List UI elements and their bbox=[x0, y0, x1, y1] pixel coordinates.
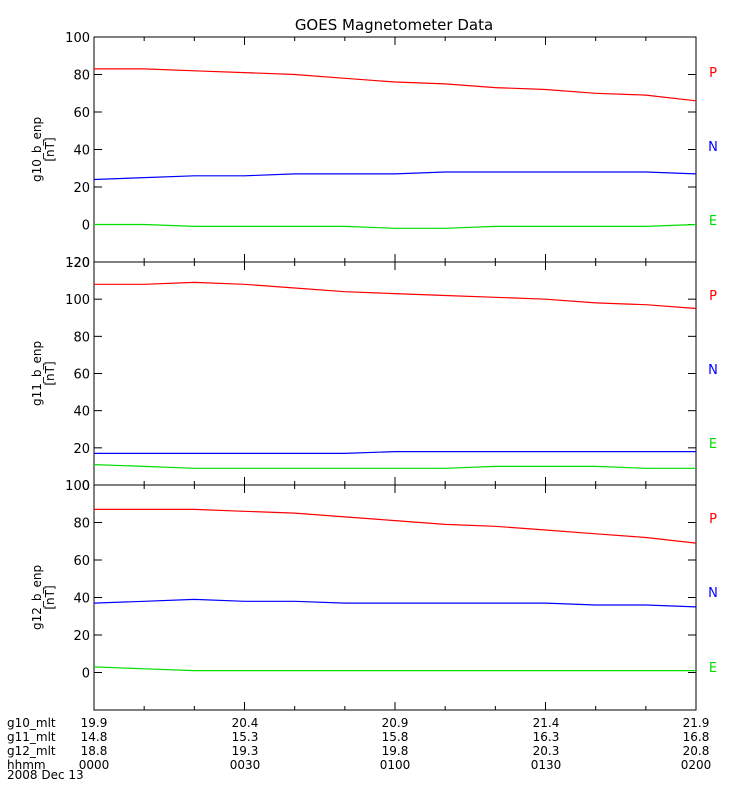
series-line-P bbox=[94, 68, 697, 102]
y-tick-label: 0 bbox=[82, 667, 90, 682]
axis-row-value: 19.3 bbox=[232, 744, 259, 758]
y-tick-label: 20 bbox=[73, 181, 90, 196]
y-tick-label: 40 bbox=[73, 405, 90, 420]
axis-row-value: 0030 bbox=[230, 758, 261, 772]
axis-row-value: 16.3 bbox=[533, 730, 560, 744]
y-tick-label: 20 bbox=[73, 442, 90, 457]
axis-row-value: 21.4 bbox=[533, 716, 560, 730]
series-line-P bbox=[94, 281, 697, 310]
axis-row-value: 18.8 bbox=[81, 744, 108, 758]
axis-row-value: 0000 bbox=[79, 758, 110, 772]
component-label-E: E bbox=[709, 661, 717, 676]
axis-row-value: 0200 bbox=[681, 758, 712, 772]
axis-row-value: 0130 bbox=[531, 758, 562, 772]
axis-row-value: 0100 bbox=[380, 758, 411, 772]
component-label-P: P bbox=[709, 289, 717, 304]
component-label-N: N bbox=[708, 586, 718, 601]
panel-frame bbox=[93, 484, 697, 711]
axis-row-label: g11_mlt bbox=[7, 730, 56, 744]
y-tick-label: 100 bbox=[65, 293, 90, 308]
series-line-E bbox=[94, 223, 697, 229]
y-axis-unit: [nT] bbox=[43, 585, 57, 609]
axis-row-label: g12_mlt bbox=[7, 744, 56, 758]
series-line-N bbox=[94, 451, 696, 454]
axis-row-value: 15.8 bbox=[382, 730, 409, 744]
axis-row-value: 20.3 bbox=[533, 744, 560, 758]
y-tick-label: 80 bbox=[73, 330, 90, 345]
component-label-P: P bbox=[709, 512, 717, 527]
axis-row-value: 20.4 bbox=[232, 716, 259, 730]
series-line-N bbox=[93, 598, 697, 608]
component-label-P: P bbox=[709, 66, 717, 81]
y-tick-label: 0 bbox=[82, 479, 90, 494]
y-axis-label: g11_b_enp bbox=[30, 341, 44, 406]
chart-title: GOES Magnetometer Data bbox=[295, 16, 493, 34]
series-line-E bbox=[93, 666, 696, 672]
axis-row-label: hhmm bbox=[7, 758, 46, 772]
y-tick-label: 80 bbox=[73, 69, 90, 84]
y-tick-label: 60 bbox=[73, 368, 90, 383]
y-tick-label: 60 bbox=[73, 554, 90, 569]
axis-row-value: 20.8 bbox=[683, 744, 710, 758]
date-label: 2008 Dec 13 bbox=[7, 768, 84, 782]
axis-row-value: 20.9 bbox=[382, 716, 409, 730]
axis-row-value: 19.9 bbox=[81, 716, 108, 730]
y-tick-label: 60 bbox=[73, 106, 90, 121]
component-label-N: N bbox=[708, 363, 718, 378]
y-tick-label: 20 bbox=[73, 629, 90, 644]
y-axis-unit: [nT] bbox=[43, 361, 57, 385]
y-axis-unit: [nT] bbox=[43, 137, 57, 161]
component-label-E: E bbox=[709, 437, 717, 452]
component-label-E: E bbox=[709, 214, 717, 229]
axis-row-value: 16.8 bbox=[683, 730, 710, 744]
y-tick-label: 100 bbox=[65, 31, 90, 46]
y-axis-label: g12_b_enp bbox=[30, 565, 44, 630]
series-line-P bbox=[94, 508, 697, 544]
series-line-N bbox=[93, 171, 697, 181]
axis-row-value: 15.3 bbox=[232, 730, 259, 744]
y-tick-label: -20 bbox=[69, 256, 90, 271]
y-tick-label: 0 bbox=[82, 219, 90, 234]
axis-row-value: 14.8 bbox=[81, 730, 108, 744]
component-label-N: N bbox=[708, 140, 718, 155]
y-tick-label: 120 bbox=[65, 256, 90, 271]
series-line-E bbox=[93, 464, 696, 469]
y-tick-label: 40 bbox=[73, 592, 90, 607]
axis-row-value: 21.9 bbox=[683, 716, 710, 730]
y-tick-label: 80 bbox=[73, 517, 90, 532]
axis-row-label: g10_mlt bbox=[7, 716, 56, 730]
axis-row-value: 19.8 bbox=[382, 744, 409, 758]
y-tick-label: 40 bbox=[73, 144, 90, 159]
y-tick-label: 100 bbox=[65, 479, 90, 494]
y-axis-label: g10_b_enp bbox=[30, 117, 44, 182]
